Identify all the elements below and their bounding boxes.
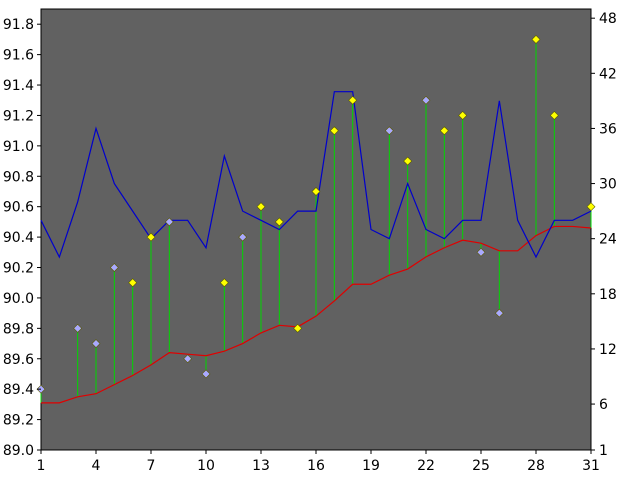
data-point-marker [128, 278, 138, 288]
data-point-marker [91, 339, 101, 348]
right-y-tick-label: 6 [599, 397, 608, 413]
left-y-tick-label: 90.6 [3, 200, 34, 216]
x-tick-label: 25 [472, 458, 490, 474]
data-point-marker [458, 111, 468, 120]
data-point-marker [403, 156, 413, 166]
data-point-marker [164, 217, 174, 227]
right-y-axis: 1 6 12 18 24 30 36 42 48 [591, 11, 617, 459]
x-tick-label: 1 [37, 458, 46, 474]
right-y-tick-label: 18 [599, 287, 617, 303]
x-tick-label: 31 [582, 458, 600, 474]
data-point-marker [109, 263, 119, 272]
x-tick-label: 10 [197, 458, 215, 474]
data-point-marker [219, 278, 229, 288]
data-point-marker [586, 202, 596, 212]
data-point-marker [183, 354, 193, 364]
data-point-marker [274, 217, 284, 227]
data-point-marker [201, 369, 211, 379]
right-y-tick-label: 12 [599, 342, 617, 358]
stem-lines [40, 39, 592, 403]
data-point-marker [476, 247, 486, 257]
data-point-marker [421, 95, 431, 105]
left-y-tick-label: 90.4 [3, 230, 34, 246]
data-point-marker [439, 126, 449, 136]
data-markers [36, 34, 596, 394]
right-y-tick-label: 36 [599, 121, 617, 137]
right-y-tick-label: 48 [599, 11, 617, 27]
data-point-marker [146, 232, 156, 242]
data-point-marker [238, 232, 248, 242]
left-y-tick-label: 89.6 [3, 352, 34, 368]
right-y-tick-label: 30 [599, 177, 617, 193]
data-point-marker [384, 126, 394, 136]
right-y-tick-label: 42 [599, 66, 617, 82]
left-y-tick-label: 91.4 [3, 78, 34, 94]
left-y-tick-label: 91.0 [3, 139, 34, 155]
average-line [41, 225, 592, 404]
left-y-tick-label: 91.2 [3, 108, 34, 124]
data-point-marker [549, 111, 559, 120]
left-y-tick-label: 89.2 [3, 413, 34, 429]
left-y-tick-label: 90.8 [3, 169, 34, 185]
left-y-axis: 89.0 89.2 89.4 89.6 89.8 90.0 90.2 90.4 90.6 90.8… [3, 17, 41, 459]
right-y-tick-label: 1 [599, 443, 608, 459]
left-y-tick-label: 89.8 [3, 321, 34, 337]
right-y-tick-label: 24 [599, 232, 617, 248]
left-y-tick-label: 89.4 [3, 382, 34, 398]
x-tick-label: 13 [252, 458, 270, 474]
x-tick-label: 19 [362, 458, 380, 474]
left-y-tick-label: 90.0 [3, 291, 34, 307]
x-tick-label: 28 [527, 458, 545, 474]
data-point-marker [73, 323, 83, 333]
volume-line [40, 91, 592, 259]
data-point-marker [293, 323, 303, 333]
left-y-tick-label: 91.8 [3, 17, 34, 33]
x-axis: 1 4 7 10 13 16 19 22 25 28 31 [37, 450, 600, 474]
data-point-marker [329, 126, 339, 136]
x-tick-label: 16 [307, 458, 325, 474]
x-tick-label: 7 [147, 458, 156, 474]
x-tick-label: 4 [92, 458, 101, 474]
left-y-tick-label: 91.6 [3, 48, 34, 64]
left-y-tick-label: 89.0 [3, 443, 34, 459]
data-point-marker [256, 202, 266, 212]
data-point-marker [494, 308, 504, 318]
data-point-marker [348, 95, 358, 105]
left-y-tick-label: 90.2 [3, 261, 34, 277]
data-point-marker [311, 187, 321, 196]
data-point-marker [531, 34, 541, 44]
x-tick-label: 22 [417, 458, 435, 474]
